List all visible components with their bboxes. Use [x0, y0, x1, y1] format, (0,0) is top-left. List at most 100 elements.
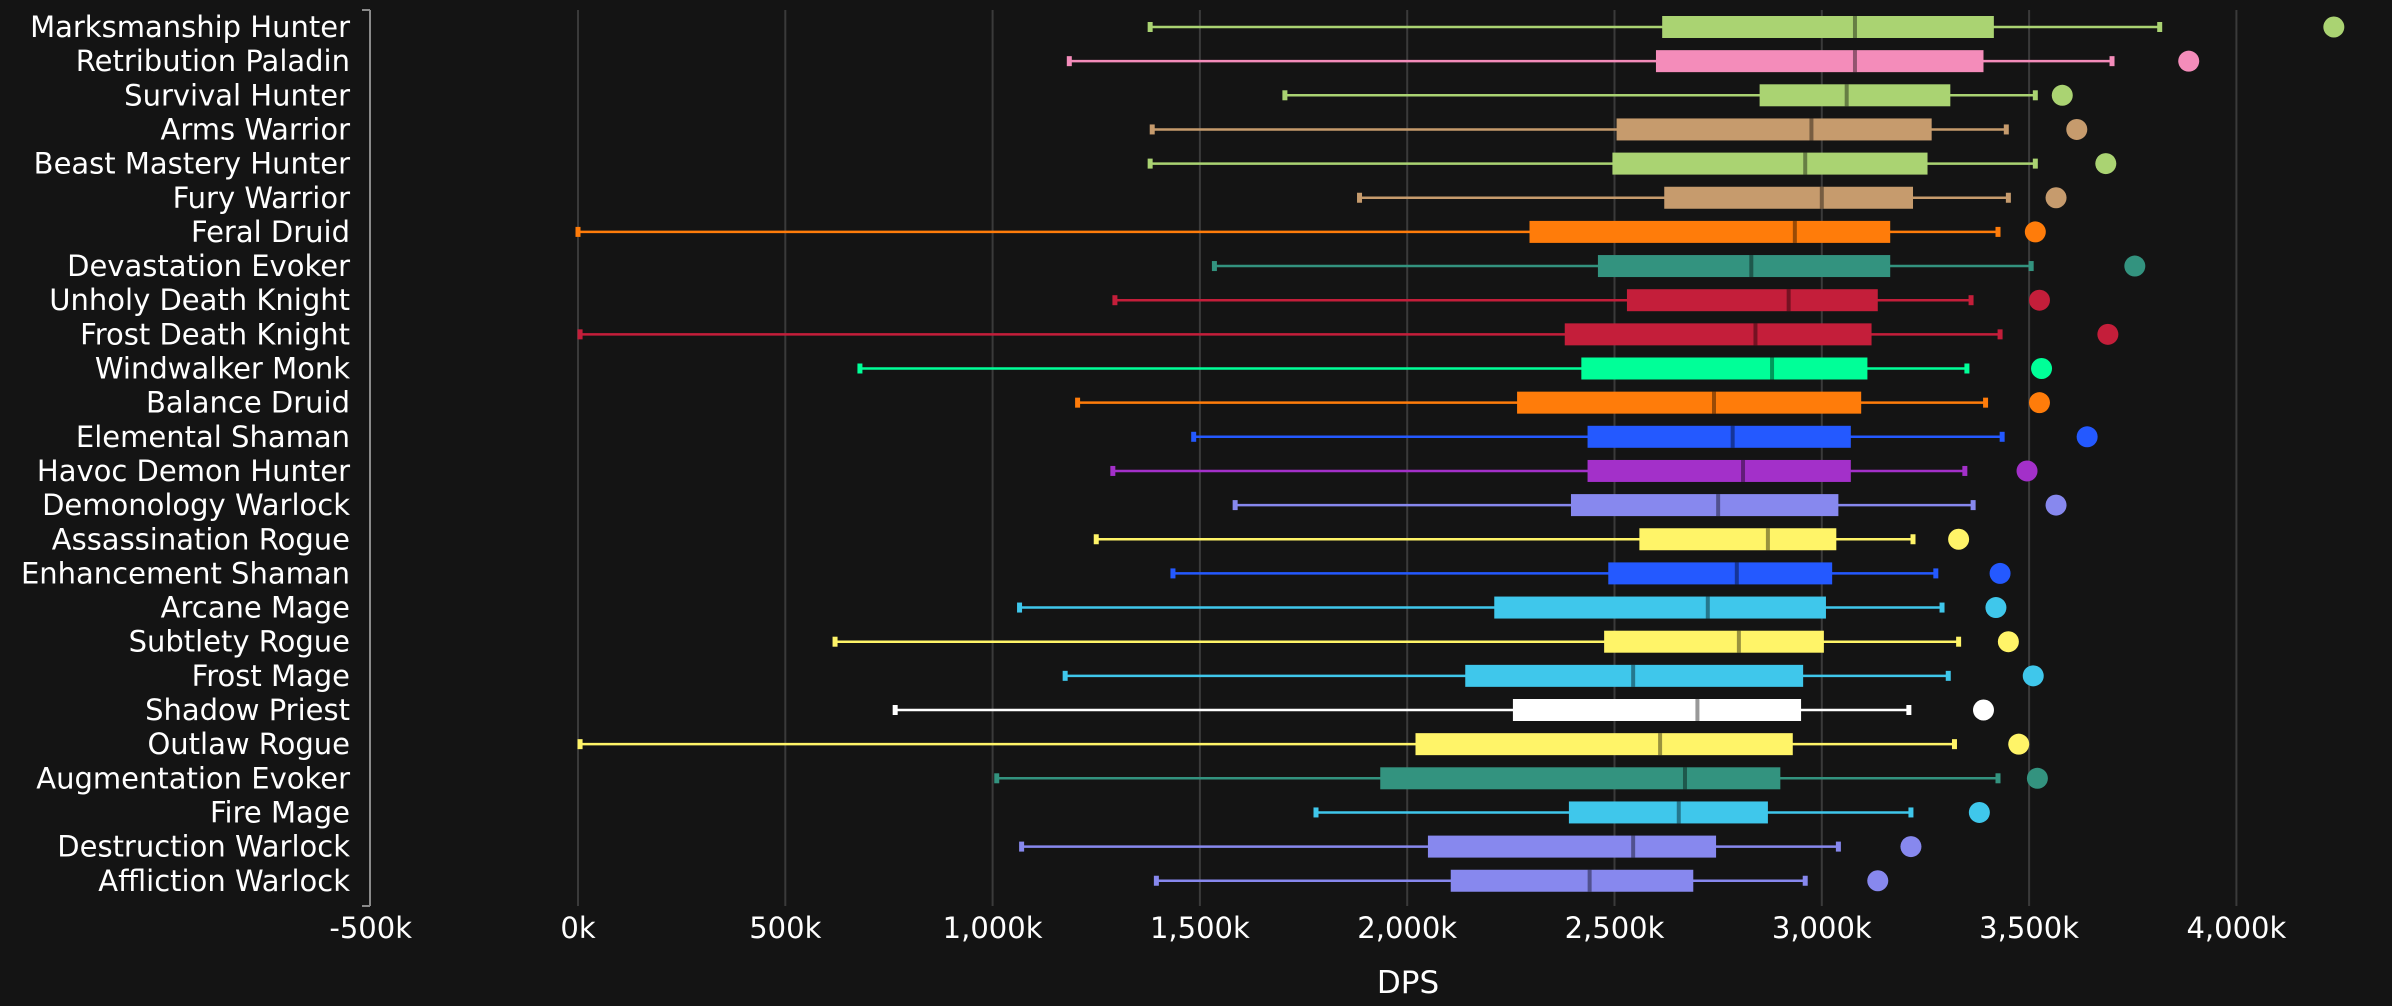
category-label: Outlaw Rogue	[147, 727, 350, 761]
iqr-box[interactable]	[1608, 562, 1833, 585]
iqr-box[interactable]	[1529, 220, 1891, 243]
category-label: Balance Druid	[146, 386, 350, 420]
iqr-box[interactable]	[1639, 528, 1837, 551]
box-row	[577, 733, 2030, 756]
outlier-point[interactable]	[2178, 50, 2200, 72]
iqr-box[interactable]	[1512, 699, 1802, 721]
category-label: Demonology Warlock	[42, 488, 350, 522]
outlier-point[interactable]	[1900, 836, 1922, 858]
outlier-point[interactable]	[1968, 801, 1990, 823]
iqr-box[interactable]	[1759, 84, 1951, 107]
box-row	[1017, 596, 2007, 619]
box-row	[1147, 16, 2345, 38]
iqr-box[interactable]	[1568, 801, 1768, 824]
box-row	[1313, 801, 1990, 824]
outlier-point[interactable]	[1985, 597, 2007, 619]
box-row	[1357, 186, 2067, 209]
category-label: Arcane Mage	[161, 591, 350, 625]
iqr-box[interactable]	[1612, 152, 1928, 175]
x-tick-label: 1,500k	[1150, 911, 1250, 945]
outlier-point[interactable]	[2024, 221, 2046, 243]
category-label: Subtlety Rogue	[129, 625, 350, 659]
x-tick-label: 2,500k	[1565, 911, 1665, 945]
iqr-box[interactable]	[1450, 869, 1694, 892]
x-axis-title: DPS	[1377, 965, 1439, 1001]
iqr-box[interactable]	[1655, 50, 1984, 73]
outlier-point[interactable]	[2045, 494, 2067, 516]
category-label: Fury Warrior	[173, 181, 351, 215]
iqr-box[interactable]	[1626, 289, 1878, 312]
box-row	[994, 767, 2048, 790]
outlier-point[interactable]	[2028, 392, 2050, 414]
box-row	[1112, 289, 2050, 312]
iqr-box[interactable]	[1380, 767, 1781, 790]
category-label: Devastation Evoker	[67, 249, 350, 283]
outlier-point[interactable]	[2028, 289, 2050, 311]
iqr-box[interactable]	[1570, 494, 1839, 517]
iqr-box[interactable]	[1465, 664, 1804, 687]
category-label: Feral Druid	[191, 215, 350, 249]
box-row	[1062, 664, 2044, 687]
iqr-box[interactable]	[1415, 733, 1793, 756]
box-row	[577, 323, 2119, 346]
category-label: Augmentation Evoker	[36, 761, 350, 795]
category-label: Elemental Shaman	[76, 420, 350, 454]
outlier-point[interactable]	[1972, 699, 1994, 721]
category-label: Windwalker Monk	[95, 352, 350, 386]
iqr-box[interactable]	[1662, 16, 1994, 38]
outlier-point[interactable]	[2022, 665, 2044, 687]
x-tick-label: 1,000k	[943, 911, 1043, 945]
iqr-box[interactable]	[1564, 323, 1872, 346]
outlier-point[interactable]	[2066, 118, 2088, 140]
category-label: Arms Warrior	[161, 112, 351, 146]
outlier-point[interactable]	[2051, 84, 2073, 106]
outlier-point[interactable]	[1948, 528, 1970, 550]
outlier-point[interactable]	[1997, 631, 2019, 653]
iqr-box[interactable]	[1587, 425, 1851, 448]
outlier-point[interactable]	[2323, 16, 2345, 38]
box-row	[1232, 494, 2067, 517]
box-row	[1093, 528, 1970, 551]
outlier-point[interactable]	[1989, 562, 2011, 584]
outlier-point[interactable]	[2076, 426, 2098, 448]
outlier-point[interactable]	[2097, 323, 2119, 345]
iqr-box[interactable]	[1587, 459, 1851, 482]
iqr-box[interactable]	[1616, 118, 1932, 141]
category-label: Marksmanship Hunter	[30, 10, 350, 44]
x-tick-label: 2,000k	[1357, 911, 1457, 945]
box-series	[575, 16, 2345, 892]
iqr-box[interactable]	[1664, 186, 1914, 209]
category-label: Fire Mage	[210, 795, 350, 829]
outlier-point[interactable]	[2031, 358, 2053, 379]
iqr-box[interactable]	[1604, 630, 1824, 653]
iqr-box[interactable]	[1494, 596, 1826, 619]
x-tick-label: 3,000k	[1772, 911, 1872, 945]
axes: -500k 0k 500k 1,000k 1,500k 2,000k 2,500k 3,000…	[329, 9, 2287, 945]
outlier-point[interactable]	[1867, 870, 1889, 892]
iqr-box[interactable]	[1517, 391, 1862, 414]
outlier-point[interactable]	[2124, 255, 2146, 277]
category-label: Destruction Warlock	[57, 830, 350, 864]
box-row	[1170, 562, 2011, 585]
box-row	[1191, 425, 2098, 448]
x-tick-label: 0k	[560, 911, 595, 945]
box-row	[1153, 869, 1889, 892]
iqr-box[interactable]	[1427, 835, 1717, 858]
category-label: Enhancement Shaman	[21, 556, 350, 590]
category-label: Havoc Demon Hunter	[37, 454, 350, 488]
outlier-point[interactable]	[2008, 733, 2030, 755]
iqr-box[interactable]	[1581, 357, 1868, 380]
outlier-point[interactable]	[2016, 460, 2038, 482]
category-label: Frost Mage	[192, 659, 350, 693]
outlier-point[interactable]	[2045, 187, 2067, 209]
outlier-point[interactable]	[2026, 767, 2048, 789]
category-label: Unholy Death Knight	[49, 283, 350, 317]
category-label: Shadow Priest	[145, 693, 350, 727]
outlier-point[interactable]	[2095, 153, 2117, 175]
box-row	[1066, 50, 2200, 73]
iqr-box[interactable]	[1597, 255, 1891, 278]
box-row	[832, 630, 2019, 653]
x-tick-label: 3,500k	[1979, 911, 2079, 945]
